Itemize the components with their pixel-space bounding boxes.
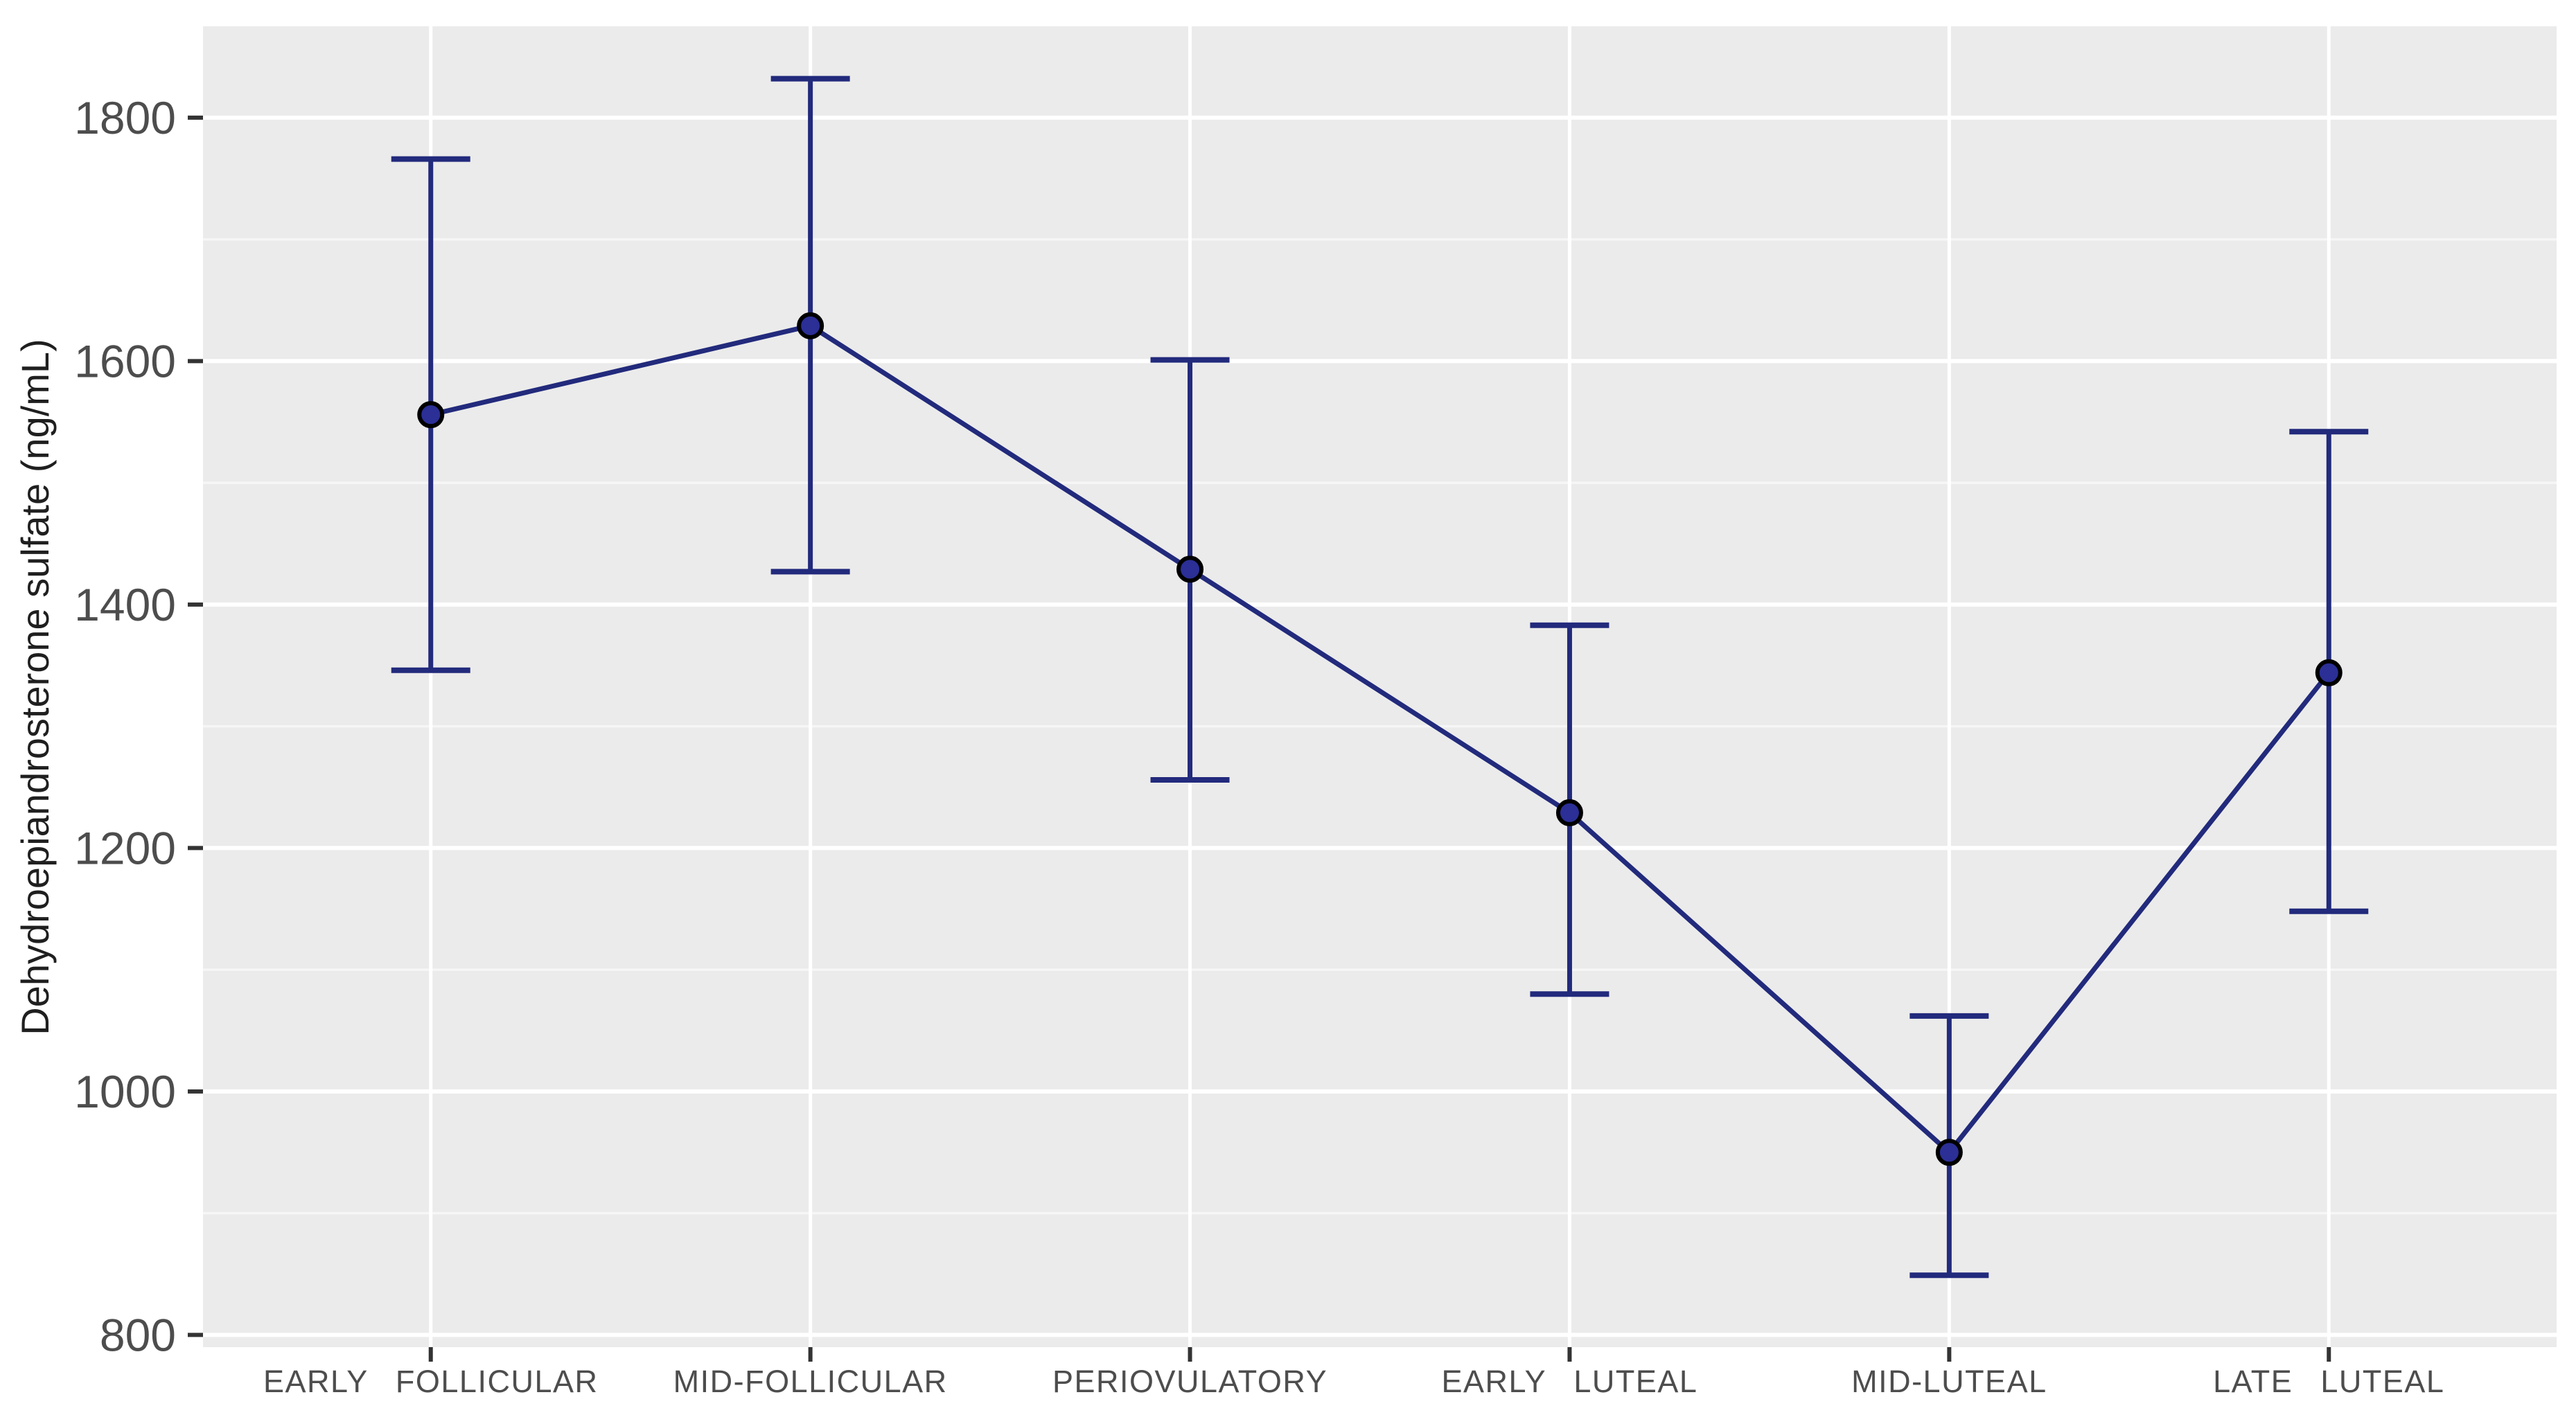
- x-tick-label-early-follicular: EARLY FOLLICULAR: [263, 1364, 599, 1399]
- y-tick-label-1800: 1800: [74, 92, 176, 143]
- y-tick-label-1600: 1600: [74, 335, 176, 386]
- data-point-early-follicular: [417, 401, 445, 429]
- y-tick-label-800: 800: [100, 1309, 176, 1360]
- series-line: [430, 323, 2331, 1156]
- x-tick-label-periovulatory: PERIOVULATORY: [1052, 1364, 1327, 1399]
- panel-layer: [203, 26, 2557, 1347]
- y-axis-title: Dehydroepiandrosterone sulfate (ng/mL): [13, 339, 57, 1035]
- series-layer: [391, 75, 2369, 1279]
- y-tick-label-1000: 1000: [74, 1066, 176, 1117]
- x-tick-label-late-luteal: LATE LUTEAL: [2213, 1364, 2444, 1399]
- x-tick-label-mid-follicular: MID-FOLLICULAR: [673, 1364, 948, 1399]
- y-tick-label-1400: 1400: [74, 579, 176, 630]
- data-point-early-luteal: [1555, 799, 1583, 826]
- plot-panel: [203, 26, 2557, 1347]
- data-point-periovulatory: [1176, 555, 1204, 583]
- data-point-mid-luteal: [1935, 1139, 1963, 1166]
- axis-layer: 800 1000 1200 1400 1600 1800 EARLY FOLLICULAR M…: [74, 92, 2444, 1399]
- data-point-mid-follicular: [797, 312, 824, 339]
- y-tick-label-1200: 1200: [74, 822, 176, 873]
- x-tick-label-early-luteal: EARLY LUTEAL: [1441, 1364, 1697, 1399]
- data-point-late-luteal: [2315, 659, 2343, 686]
- x-tick-label-mid-luteal: MID-LUTEAL: [1851, 1364, 2047, 1399]
